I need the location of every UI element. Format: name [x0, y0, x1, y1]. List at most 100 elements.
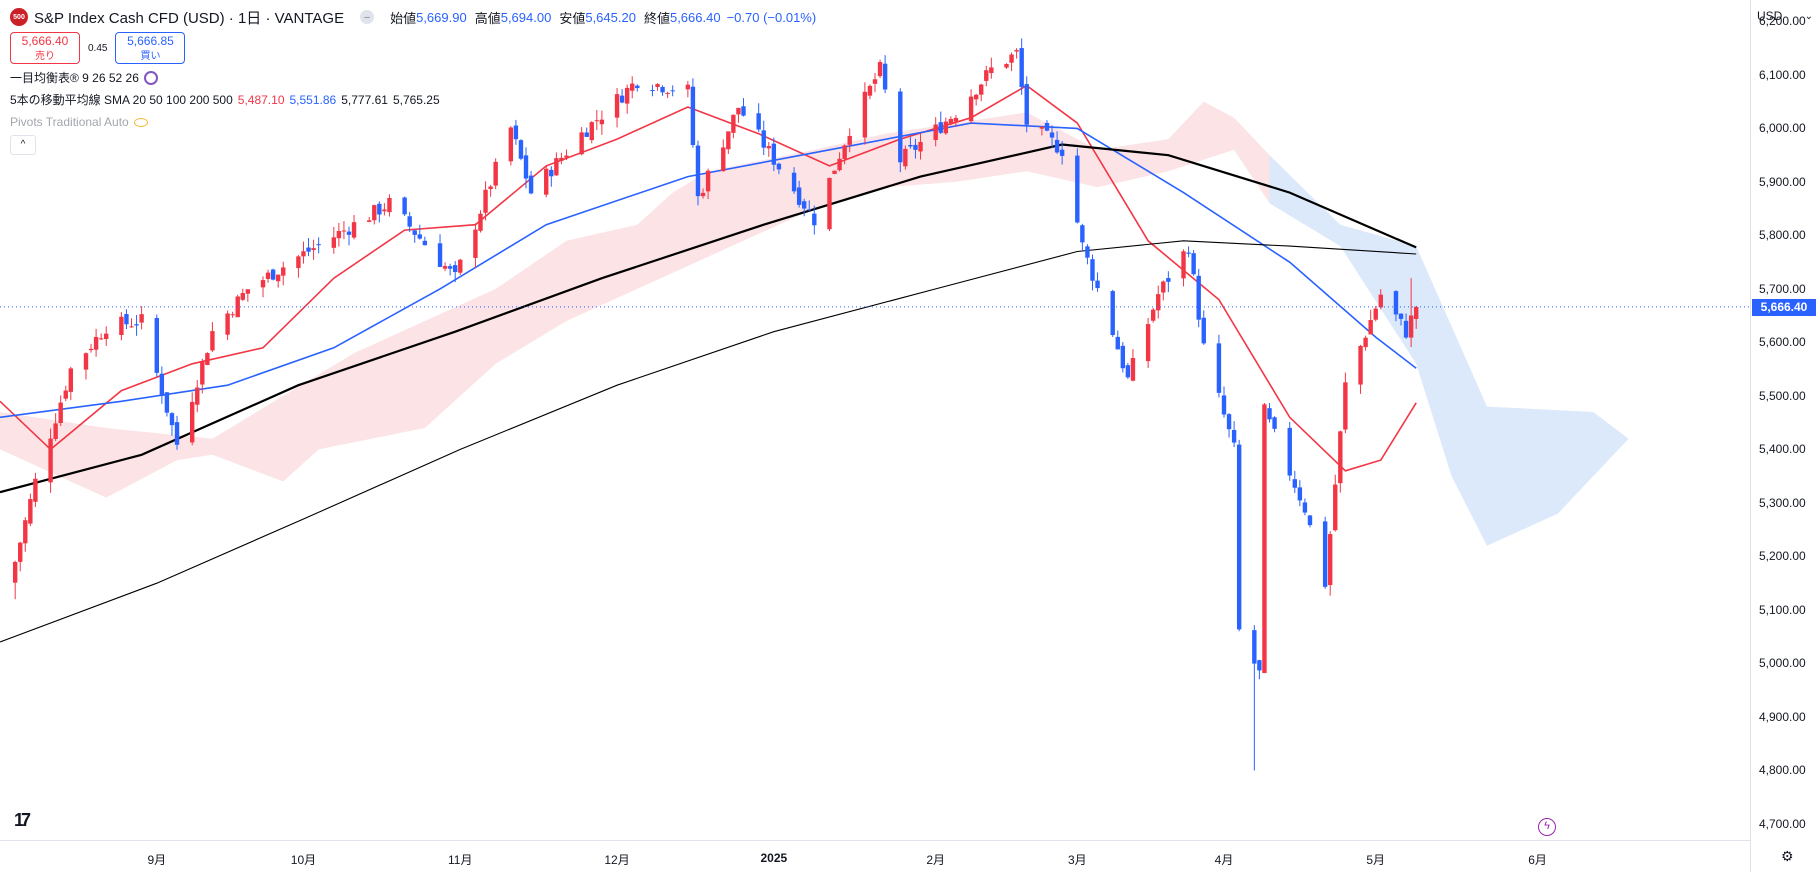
currency-select[interactable]: USD ⌄	[1757, 6, 1813, 26]
candle-body	[58, 402, 63, 424]
candle-body	[559, 157, 564, 161]
candle-body	[660, 86, 665, 93]
candle-body	[1257, 660, 1262, 671]
sell-button[interactable]: 5,666.40 売り	[10, 32, 80, 64]
candle-body	[624, 87, 630, 104]
candle-body	[589, 122, 594, 141]
symbol-title[interactable]: S&P Index Cash CFD (USD) · 1日 · VANTAGE	[34, 9, 345, 27]
sma-line-sma20	[0, 84, 1417, 472]
candle-body	[1408, 315, 1414, 338]
candle-body	[771, 143, 777, 165]
candle-body	[513, 125, 519, 140]
candle-body	[1307, 515, 1313, 526]
candle-body	[351, 222, 357, 238]
candle-body	[195, 387, 200, 405]
gear-icon[interactable]: ⚙	[1781, 848, 1794, 864]
price-tick-label: 5,100.00	[1759, 602, 1806, 617]
candle-body	[48, 438, 53, 483]
candle-body	[579, 132, 584, 155]
candle-body	[903, 148, 908, 167]
candle-body	[1378, 294, 1383, 308]
candle-body	[984, 70, 989, 81]
candle-body	[1039, 126, 1045, 129]
candle-body	[807, 209, 812, 211]
candle-body	[93, 336, 99, 350]
time-tick-label: 9月	[147, 853, 167, 867]
price-tick-label: 5,500.00	[1759, 388, 1806, 403]
candle-body	[1115, 336, 1120, 350]
open-label: 始値	[390, 10, 417, 26]
candle-body	[1262, 404, 1267, 673]
eye-hidden-icon[interactable]	[133, 117, 148, 127]
candle-body	[614, 94, 620, 118]
price-tick-label: 4,800.00	[1759, 763, 1806, 778]
candle-body	[968, 96, 974, 122]
chart-canvas[interactable]	[0, 0, 1750, 840]
candle-body	[1328, 534, 1333, 586]
ichimoku-legend[interactable]: 一目均衡表® 9 26 52 26	[10, 67, 816, 89]
candle-body	[1196, 275, 1201, 320]
change-value: −0.70 (−0.01%)	[726, 9, 817, 25]
pivots-legend[interactable]: Pivots Traditional Auto	[10, 111, 816, 133]
candle-body	[245, 289, 251, 294]
candle-body	[1236, 444, 1242, 630]
candle-body	[1009, 54, 1014, 63]
candle-body	[331, 237, 337, 248]
buy-button[interactable]: 5,666.85 買い	[115, 32, 186, 64]
quote-row: 5,666.40 売り 0.45 5,666.85 買い	[10, 32, 816, 64]
candle-body	[68, 368, 74, 392]
candle-body	[943, 121, 949, 134]
candle-body	[417, 234, 422, 239]
candle-body	[1004, 63, 1009, 68]
candle-body	[33, 478, 38, 502]
candle-body	[260, 280, 266, 288]
close-label: 終値	[643, 10, 670, 26]
candle-body	[1231, 429, 1237, 443]
price-axis[interactable]: USD ⌄ 6,200.00 6,100.00 6,000.00 5,900.00 5,…	[1750, 0, 1819, 872]
candle-body	[270, 269, 276, 280]
time-tick-label: 3月	[1067, 853, 1087, 867]
candle-body	[1044, 122, 1050, 131]
candle-body	[129, 326, 134, 328]
spread-value: 0.45	[88, 42, 108, 54]
candle-body	[655, 84, 660, 88]
candle-body	[1272, 417, 1277, 429]
sma100-value: 5,777.61	[341, 93, 388, 107]
candle-body	[1297, 487, 1303, 501]
candle-body	[766, 146, 771, 149]
candle-body	[306, 247, 311, 252]
candle-body	[1287, 427, 1292, 476]
price-tick-label: 4,900.00	[1759, 709, 1806, 724]
candle-body	[695, 145, 701, 197]
candle-body	[1125, 365, 1131, 378]
price-chart[interactable]	[0, 0, 1750, 840]
candle-body	[23, 520, 28, 544]
candle-body	[12, 561, 18, 583]
currency-label: USD	[1757, 9, 1783, 23]
flash-icon[interactable]: ϟ	[1538, 818, 1556, 836]
candle-body	[1398, 313, 1404, 319]
symbol-row: 500 S&P Index Cash CFD (USD) · 1日 · VANT…	[10, 6, 816, 28]
open-value: 5,669.90	[416, 9, 467, 25]
time-tick-label: 6月	[1528, 853, 1547, 867]
candle-body	[736, 107, 741, 115]
candle-body	[164, 392, 170, 413]
candle-body	[938, 122, 943, 133]
candle-body	[1267, 408, 1272, 420]
tradingview-logo-icon[interactable]: 17	[14, 810, 31, 830]
candle-body	[1368, 320, 1373, 335]
candle-body	[523, 155, 529, 179]
candle-body	[1302, 502, 1308, 513]
symbol-logo[interactable]: 500	[10, 8, 28, 26]
sma-line-sma200	[0, 240, 1417, 643]
candle-body	[599, 119, 605, 125]
more-icon[interactable]: –	[360, 10, 375, 24]
candle-body	[301, 251, 306, 257]
time-axis[interactable]: 9月 10月 11月 12月 2025 2月 3月 4月 5月 6月	[0, 840, 1750, 873]
candle-body	[341, 230, 347, 232]
candle-body	[189, 401, 195, 443]
candle-body	[493, 161, 498, 186]
sma-legend[interactable]: 5本の移動平均線 SMA 20 50 100 200 500 5,487.10 …	[10, 89, 816, 111]
collapse-legend-button[interactable]: ^	[10, 135, 36, 155]
candle-body	[230, 314, 235, 316]
